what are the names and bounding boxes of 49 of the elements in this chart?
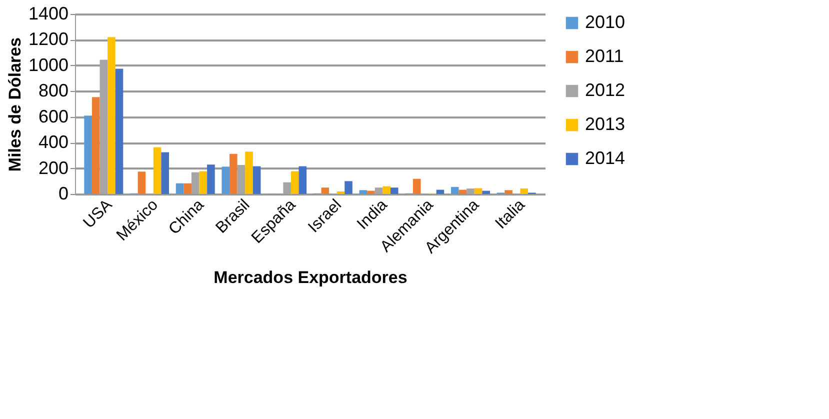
x-axis-title: Mercados Exportadores (214, 268, 408, 288)
y-tick-label: 800 (38, 80, 68, 101)
y-tick-label: 600 (38, 106, 68, 126)
bar (92, 97, 100, 194)
bar (153, 147, 162, 194)
x-tick-label: USA (80, 196, 116, 232)
bar (161, 152, 169, 194)
legend-label: 2014 (585, 148, 626, 168)
bar (290, 171, 299, 194)
legend-label: 2012 (585, 80, 626, 100)
bar (482, 190, 490, 194)
bar (230, 154, 238, 194)
bar (184, 183, 192, 194)
y-tick-label: 0 (58, 184, 68, 204)
bar (176, 183, 184, 194)
legend-label: 2013 (585, 114, 626, 134)
bar (252, 166, 261, 194)
bar (344, 181, 352, 194)
bar (504, 190, 512, 194)
y-tick-label: 1400 (28, 4, 68, 24)
bar (359, 190, 368, 194)
y-tick-label: 1000 (28, 54, 68, 75)
bar (367, 190, 375, 194)
bar (321, 188, 330, 194)
bar (336, 191, 345, 194)
x-tick-label: Italia (492, 196, 528, 232)
bar (245, 152, 253, 194)
y-tick-label: 400 (38, 132, 68, 152)
y-tick-label: 200 (38, 158, 68, 178)
y-axis-title: Miles de Dólares (5, 37, 24, 172)
bar (382, 186, 390, 194)
legend-label: 2010 (585, 12, 626, 32)
bar (207, 164, 215, 194)
legend-label: 2011 (585, 46, 624, 66)
bar (115, 68, 124, 194)
bar (199, 171, 208, 194)
bar (474, 188, 482, 194)
bar (412, 178, 421, 194)
bar (84, 116, 92, 194)
bar (108, 37, 116, 194)
bar (222, 166, 230, 194)
bar (298, 166, 307, 194)
bar (451, 186, 459, 194)
bar (458, 190, 467, 194)
bar (138, 172, 146, 194)
bar (520, 188, 528, 194)
y-tick-label: 1200 (28, 29, 68, 50)
bar (390, 188, 398, 194)
bar (436, 190, 444, 194)
